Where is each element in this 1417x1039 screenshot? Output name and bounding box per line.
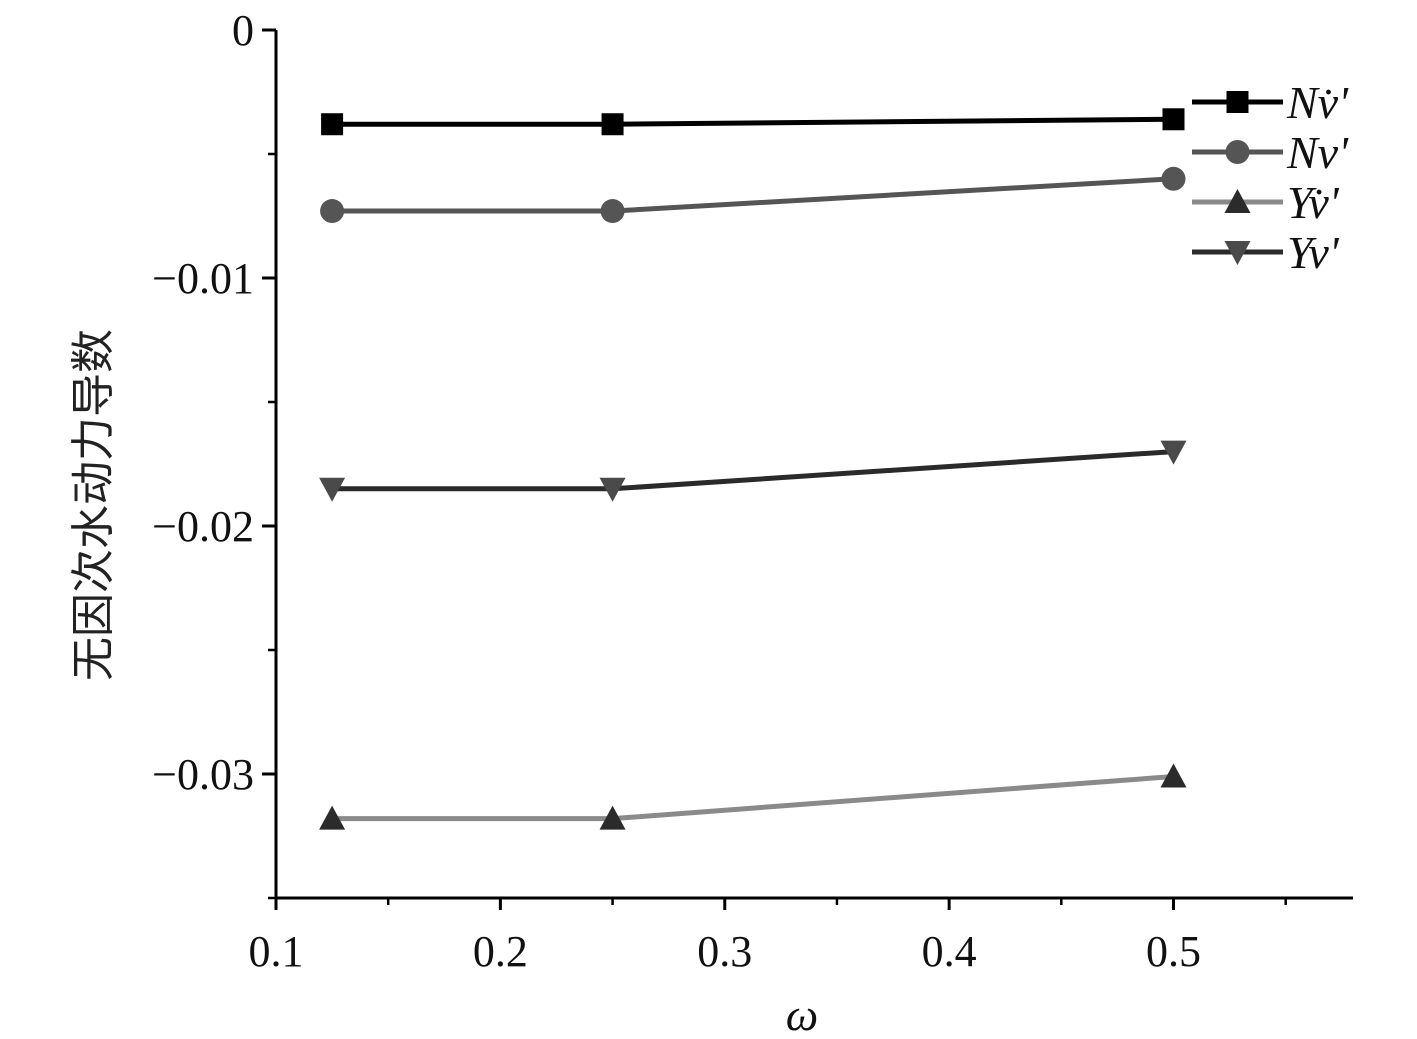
legend-label: Nv': [1286, 127, 1349, 178]
legend-label: Yv': [1287, 227, 1340, 278]
legend-marker: [1226, 91, 1249, 113]
series-2: [320, 166, 1186, 224]
legend-item: Yv': [1192, 227, 1340, 278]
data-point: [601, 113, 624, 136]
x-axis-title: ω: [786, 989, 818, 1039]
data-point: [1162, 108, 1185, 131]
series-line: [332, 773, 1174, 822]
y-tick-label: 0: [232, 6, 254, 55]
data-point: [599, 805, 626, 830]
series-line: [332, 116, 1174, 127]
x-tick-label: 0.2: [473, 927, 528, 976]
axes: 0.1 0.2 0.3 0.4 0.5 0 −0.01 −0.02 −0.03: [152, 6, 1353, 976]
data-point: [320, 199, 345, 224]
data-point: [319, 805, 346, 830]
legend-item: Yv̇': [1192, 177, 1340, 228]
legend-item: Nv̇': [1192, 77, 1349, 128]
series-3: [319, 763, 1187, 830]
data-point: [599, 477, 626, 502]
series-line: [332, 449, 1174, 492]
x-tick-label: 0.5: [1146, 927, 1201, 976]
legend-marker: [1224, 241, 1251, 265]
legend: Nv̇'Nv'Yv̇'Yv': [1192, 77, 1349, 278]
x-tick-label: 0.1: [249, 927, 304, 976]
x-tick-label: 0.4: [922, 927, 977, 976]
data-point: [1160, 440, 1187, 465]
legend-label: Nv̇': [1286, 77, 1349, 128]
series-layer: [319, 108, 1187, 830]
data-point: [321, 113, 344, 136]
data-point: [1160, 763, 1187, 788]
series-line: [332, 176, 1174, 214]
x-tick-label: 0.3: [697, 927, 752, 976]
series-1: [321, 108, 1185, 136]
y-tick-label: −0.01: [152, 254, 254, 303]
data-point: [1161, 166, 1186, 191]
legend-label: Yv̇': [1287, 177, 1340, 228]
y-axis-title: 无因次水动力导数: [68, 329, 119, 681]
series-4: [319, 440, 1187, 502]
legend-marker: [1224, 189, 1251, 213]
data-point: [600, 199, 625, 224]
y-tick-label: −0.03: [152, 750, 254, 799]
legend-item: Nv': [1192, 127, 1349, 178]
y-tick-label: −0.02: [152, 502, 254, 551]
legend-marker: [1225, 140, 1250, 164]
data-point: [319, 477, 346, 502]
